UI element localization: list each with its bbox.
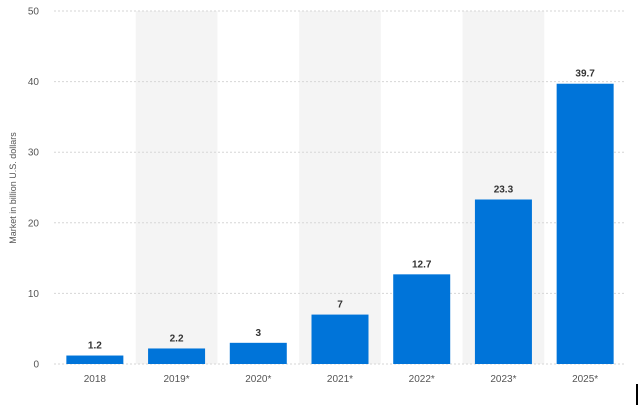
data-label: 39.7 <box>575 69 595 80</box>
x-tick-label: 2018 <box>84 374 107 385</box>
data-label: 3 <box>256 328 262 339</box>
x-tick-label: 2021* <box>327 374 353 385</box>
x-tick-label: 2022* <box>409 374 435 385</box>
data-label: 23.3 <box>494 185 514 196</box>
column-band <box>135 11 218 364</box>
y-tick-label: 0 <box>33 360 39 371</box>
y-tick-label: 10 <box>28 289 40 300</box>
y-tick-label: 50 <box>28 7 40 18</box>
x-tick-label: 2023* <box>490 374 516 385</box>
y-tick-label: 40 <box>28 77 40 88</box>
bar[interactable] <box>311 314 369 364</box>
x-tick-label: 2019* <box>164 374 190 385</box>
x-tick-label: 2025* <box>572 374 598 385</box>
data-label: 7 <box>337 300 343 311</box>
edge-marker <box>636 384 638 405</box>
bar[interactable] <box>393 274 451 364</box>
data-label: 2.2 <box>170 333 184 344</box>
bar[interactable] <box>66 355 124 364</box>
data-label: 12.7 <box>412 259 432 270</box>
bar[interactable] <box>474 199 532 364</box>
y-tick-label: 20 <box>28 218 40 229</box>
data-label: 1.2 <box>88 341 102 352</box>
y-axis-title: Market in billion U.S. dollars <box>8 132 18 244</box>
x-tick-label: 2020* <box>245 374 271 385</box>
y-tick-label: 30 <box>28 148 40 159</box>
bar[interactable] <box>556 83 614 364</box>
bar[interactable] <box>148 348 206 364</box>
column-band <box>299 11 381 364</box>
bar[interactable] <box>229 342 287 364</box>
